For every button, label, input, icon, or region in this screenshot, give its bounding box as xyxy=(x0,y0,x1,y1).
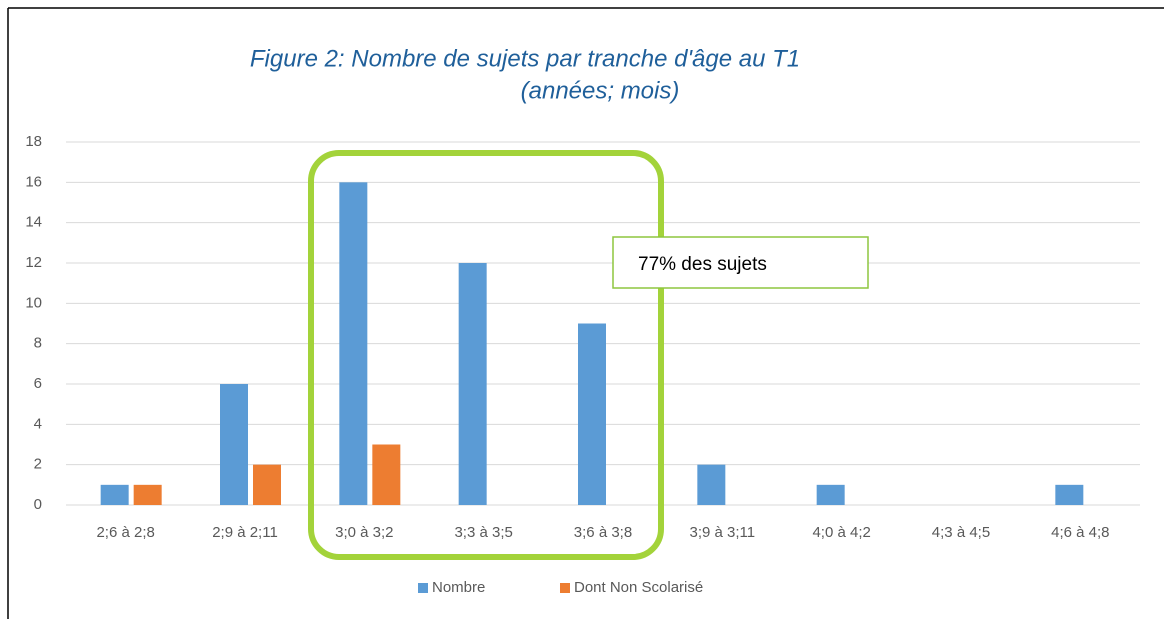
legend-label: Nombre xyxy=(432,579,485,596)
bar xyxy=(133,484,162,505)
annotation: 77% des sujets xyxy=(638,254,767,275)
legend-swatch xyxy=(418,583,428,593)
annotation-box xyxy=(612,236,869,289)
y-tick-label: 14 xyxy=(25,214,42,231)
bar xyxy=(100,484,129,505)
y-tick-label: 16 xyxy=(25,173,42,190)
x-tick-label: 2;6 à 2;8 xyxy=(96,524,154,541)
y-tick-label: 6 xyxy=(34,375,42,392)
y-tick-label: 0 xyxy=(34,496,42,513)
bar xyxy=(1055,484,1084,505)
bar xyxy=(372,444,401,505)
x-tick-label: 3;6 à 3;8 xyxy=(574,524,632,541)
plot: 0 2 4 6 8 10 12 14 16 18 2;6 à 2;8 2;9 à 2;11 3;0 à … xyxy=(25,133,1140,596)
bar xyxy=(458,263,487,505)
bar xyxy=(697,464,726,505)
chart-title: Figure 2: Nombre de sujets par tranche d… xyxy=(250,45,800,72)
y-tick-label: 12 xyxy=(25,254,42,271)
chart-subtitle: (années; mois) xyxy=(521,77,680,104)
bar xyxy=(816,484,845,505)
y-tick-label: 8 xyxy=(34,335,42,352)
bar xyxy=(220,384,248,505)
y-tick-label: 2 xyxy=(34,456,42,473)
legend-label: Dont Non Scolarisé xyxy=(574,579,703,596)
x-tick-label: 4;6 à 4;8 xyxy=(1051,524,1109,541)
bar xyxy=(339,182,368,506)
x-tick-label: 2;9 à 2;11 xyxy=(212,524,278,541)
bar xyxy=(253,464,281,505)
x-tick-label: 3;9 à 3;11 xyxy=(690,524,756,541)
x-tick-label: 4;3 à 4;5 xyxy=(932,524,990,541)
x-tick-label: 3;0 à 3;2 xyxy=(335,524,393,541)
y-tick-label: 4 xyxy=(34,415,42,432)
x-tick-label: 3;3 à 3;5 xyxy=(454,524,512,541)
legend-swatch xyxy=(560,583,570,593)
highlight-box xyxy=(308,150,664,560)
y-tick-label: 18 xyxy=(25,133,42,150)
y-tick-label: 10 xyxy=(25,294,42,311)
x-tick-label: 4;0 à 4;2 xyxy=(812,524,870,541)
bar xyxy=(578,323,606,505)
